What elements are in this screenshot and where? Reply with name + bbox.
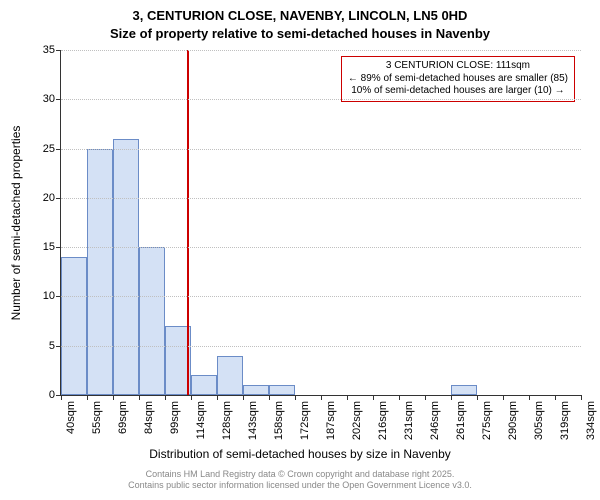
annotation-line1: 3 CENTURION CLOSE: 111sqm [348,60,568,73]
y-gridline [61,346,581,347]
x-tick-mark [477,395,478,400]
footer-line1: Contains HM Land Registry data © Crown c… [0,469,600,480]
annotation-line3: 10% of semi-detached houses are larger (… [348,85,568,98]
y-axis-title: Number of semi-detached properties [9,125,23,320]
x-tick-mark [373,395,374,400]
annotation-line2: ← 89% of semi-detached houses are smalle… [348,73,568,86]
x-tick-label: 99sqm [169,401,181,434]
x-tick-label: 84sqm [143,401,155,434]
x-tick-label: 55sqm [91,401,103,434]
plot-area: 3 CENTURION CLOSE: 111sqm ← 89% of semi-… [60,50,581,396]
marker-line [187,50,189,395]
x-tick-label: 275sqm [481,401,493,440]
x-tick-mark [295,395,296,400]
y-tick-mark [56,296,61,297]
x-tick-mark [139,395,140,400]
y-tick-mark [56,198,61,199]
x-tick-mark [87,395,88,400]
x-tick-mark [581,395,582,400]
histogram-bar [113,139,139,395]
x-axis-title: Distribution of semi-detached houses by … [0,447,600,461]
histogram-bar [139,247,165,395]
x-tick-mark [321,395,322,400]
x-tick-label: 261sqm [455,401,467,440]
chart-title-line1: 3, CENTURION CLOSE, NAVENBY, LINCOLN, LN… [0,8,600,23]
chart-title-line2: Size of property relative to semi-detach… [0,26,600,41]
y-tick-mark [56,99,61,100]
histogram-bar [61,257,87,395]
y-tick-mark [56,247,61,248]
y-tick-mark [56,50,61,51]
x-tick-label: 231sqm [403,401,415,440]
x-tick-mark [113,395,114,400]
histogram-bar [87,149,113,395]
x-tick-label: 114sqm [195,401,207,439]
y-gridline [61,149,581,150]
x-tick-mark [269,395,270,400]
x-tick-label: 216sqm [377,401,389,440]
x-tick-mark [347,395,348,400]
footer-line2: Contains public sector information licen… [0,480,600,491]
y-gridline [61,296,581,297]
histogram-bar [191,375,217,395]
histogram-bar [243,385,269,395]
x-tick-mark [191,395,192,400]
x-tick-label: 128sqm [221,401,233,440]
x-tick-mark [425,395,426,400]
annotation-box: 3 CENTURION CLOSE: 111sqm ← 89% of semi-… [341,56,575,102]
y-gridline [61,247,581,248]
x-tick-mark [399,395,400,400]
y-tick-mark [56,346,61,347]
x-tick-mark [555,395,556,400]
histogram-bar [217,356,243,395]
y-gridline [61,50,581,51]
y-gridline [61,198,581,199]
x-tick-mark [451,395,452,400]
x-tick-mark [243,395,244,400]
footer-attribution: Contains HM Land Registry data © Crown c… [0,469,600,491]
x-tick-label: 69sqm [117,401,129,434]
x-tick-label: 158sqm [273,401,285,440]
x-tick-label: 187sqm [325,401,337,440]
x-tick-label: 290sqm [507,401,519,440]
x-tick-mark [503,395,504,400]
y-tick-mark [56,149,61,150]
x-tick-label: 319sqm [559,401,571,440]
histogram-bar [451,385,477,395]
chart-container: 3, CENTURION CLOSE, NAVENBY, LINCOLN, LN… [0,0,600,500]
histogram-bar [269,385,295,395]
x-tick-label: 40sqm [65,401,77,434]
x-tick-mark [165,395,166,400]
x-tick-label: 172sqm [299,401,311,440]
y-gridline [61,99,581,100]
x-tick-label: 143sqm [247,401,259,440]
x-tick-label: 202sqm [351,401,363,440]
x-tick-mark [61,395,62,400]
x-tick-label: 246sqm [429,401,441,440]
x-tick-label: 305sqm [533,401,545,440]
x-tick-mark [529,395,530,400]
x-tick-mark [217,395,218,400]
x-tick-label: 334sqm [585,401,597,440]
